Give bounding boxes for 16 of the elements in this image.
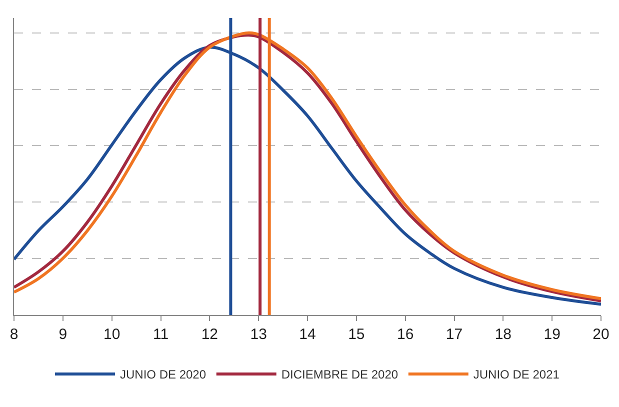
x-tick-label: 20 <box>592 326 610 343</box>
legend-label: JUNIO DE 2021 <box>473 368 560 382</box>
legend-label: JUNIO DE 2020 <box>120 368 206 382</box>
x-tick-label: 12 <box>201 326 218 343</box>
x-tick-label: 14 <box>299 326 316 343</box>
x-tick-label: 17 <box>446 326 463 343</box>
x-tick-label: 18 <box>494 326 512 343</box>
x-tick-label: 8 <box>10 326 18 343</box>
x-tick-label: 10 <box>103 326 120 343</box>
legend-label: DICIEMBRE DE 2020 <box>281 368 398 382</box>
x-tick-label: 11 <box>152 326 169 343</box>
x-tick-label: 9 <box>58 326 68 343</box>
x-tick-label: 16 <box>396 326 414 343</box>
x-tick-label: 15 <box>348 326 365 343</box>
x-tick-label: 19 <box>544 326 560 343</box>
x-tick-label: 13 <box>250 326 267 343</box>
